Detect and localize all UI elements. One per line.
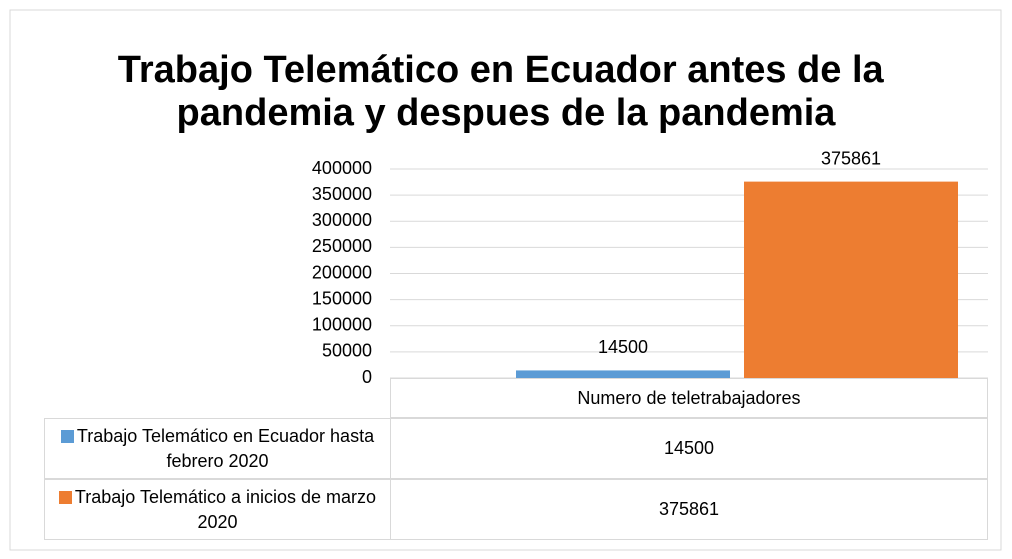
data-label: 375861 — [821, 148, 881, 168]
table-value: 14500 — [390, 418, 988, 479]
y-tick-label: 50000 — [322, 341, 372, 361]
table-header: Numero de teletrabajadores — [390, 378, 988, 418]
y-tick-label: 350000 — [312, 184, 372, 204]
y-tick-label: 400000 — [312, 158, 372, 178]
legend-swatch — [58, 491, 72, 505]
y-tick-label: 200000 — [312, 262, 372, 282]
legend-swatch — [60, 430, 74, 444]
legend-entry: Trabajo Telemático en Ecuador hasta febr… — [45, 424, 390, 473]
data-label: 14500 — [598, 337, 648, 357]
chart-title: Trabajo Telemático en Ecuador antes de l… — [118, 49, 894, 134]
legend-label: Trabajo Telemático a inicios de marzo 20… — [74, 487, 377, 532]
y-tick-label: 250000 — [312, 236, 372, 256]
legend-entry: Trabajo Telemático a inicios de marzo 20… — [45, 485, 390, 534]
legend-cell: Trabajo Telemático a inicios de marzo 20… — [44, 479, 391, 540]
legend-label: Trabajo Telemático en Ecuador hasta febr… — [76, 426, 375, 471]
y-tick-label: 150000 — [312, 288, 372, 308]
y-tick-label: 0 — [362, 367, 372, 387]
bar — [744, 181, 958, 378]
y-tick-label: 300000 — [312, 210, 372, 230]
table-value: 375861 — [390, 479, 988, 540]
y-tick-label: 100000 — [312, 315, 372, 335]
legend-cell: Trabajo Telemático en Ecuador hasta febr… — [44, 418, 391, 479]
bar — [516, 370, 730, 378]
